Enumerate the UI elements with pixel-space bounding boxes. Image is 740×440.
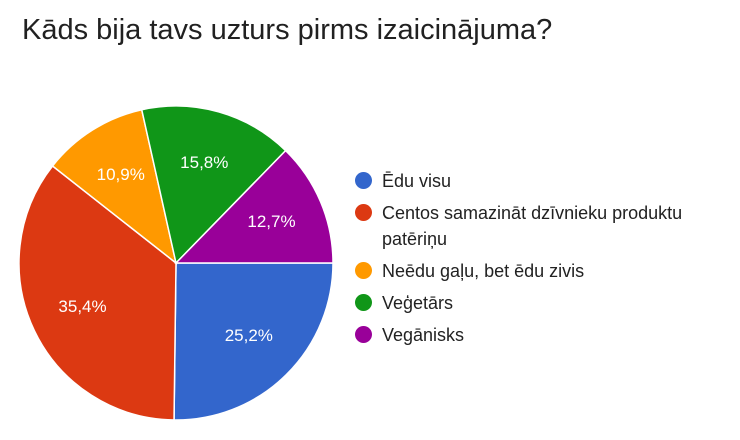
legend-marker: [355, 172, 372, 189]
pie-slice: [173, 262, 334, 421]
legend-marker: [355, 326, 372, 343]
legend-label: Centos samazināt dzīvnieku produktu patē…: [382, 203, 683, 249]
legend-item: Centos samazināt dzīvnieku produktu patē…: [355, 200, 735, 252]
legend-label: Vegānisks: [382, 325, 465, 345]
legend: Ēdu visu Centos samazināt dzīvnieku produ…: [355, 168, 735, 354]
pie-slice: [140, 105, 287, 265]
slice-label: 15,8%: [180, 153, 228, 172]
legend-marker: [355, 294, 372, 311]
pie-slice: [18, 164, 177, 421]
legend-label: Neēdu gaļu, bet ēdu zivis: [382, 261, 585, 281]
slice-label: 10,9%: [97, 165, 145, 184]
pie-slice: [51, 108, 178, 265]
legend-marker: [355, 204, 372, 221]
legend-item: Ēdu visu: [355, 168, 735, 194]
slice-label: 35,4%: [58, 297, 106, 316]
legend-marker: [355, 262, 372, 279]
slice-label: 12,7%: [247, 212, 295, 231]
legend-label: Veģetārs: [382, 293, 454, 313]
slice-label: 25,2%: [225, 326, 273, 345]
legend-item: Neēdu gaļu, bet ēdu zivis: [355, 258, 735, 284]
pie-slice: [174, 149, 334, 264]
chart-title: Kāds bija tavs uzturs pirms izaicinājuma…: [22, 14, 553, 46]
legend-item: Veģetārs: [355, 290, 735, 316]
legend-label: Ēdu visu: [382, 171, 452, 191]
legend-item: Vegānisks: [355, 322, 735, 348]
